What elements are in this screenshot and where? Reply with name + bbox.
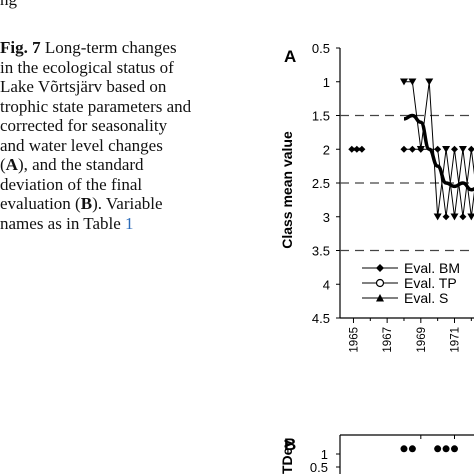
caption-text: deviation of the final xyxy=(0,174,143,194)
y-tick-label: 3.5 xyxy=(312,244,330,259)
x-tick-label: 1969 xyxy=(416,327,428,353)
figure-caption: Fig. 7 Long-term changes in the ecologica… xyxy=(0,38,222,233)
y-tick-label: 4 xyxy=(323,277,330,292)
caption-line: evaluation (B). Variable xyxy=(0,194,222,214)
eval-bm-point xyxy=(400,145,408,153)
y-tick-label: 0.5 xyxy=(312,41,330,56)
caption-line: Fig. 7 Long-term changes xyxy=(0,38,222,58)
eval-bm-point xyxy=(358,145,366,153)
caption-line: trophic state parameters and xyxy=(0,97,222,117)
panel-b-y-tick-label: 0.5 xyxy=(310,460,328,474)
sd-point xyxy=(400,445,408,453)
y-tick-label: 2 xyxy=(323,142,330,157)
caption-line: (A), and the standard xyxy=(0,155,222,175)
table-link[interactable]: 1 xyxy=(125,213,134,233)
eval-s-point xyxy=(416,146,425,153)
legend-entry-label: Eval. S xyxy=(404,290,448,306)
y-tick-label: 3 xyxy=(323,210,330,225)
caption-text: Long-term changes xyxy=(40,38,177,57)
eval-bm-point xyxy=(450,145,458,153)
y-tick-label: 2.5 xyxy=(312,176,330,191)
caption-text: Lake Võrtsjärv based on xyxy=(0,77,167,96)
previous-text-fragment: ng xyxy=(0,0,60,10)
eval-s-point xyxy=(458,146,467,153)
sd-point xyxy=(450,445,458,453)
eval-bm-point xyxy=(459,213,467,221)
caption-text: ). Variable xyxy=(92,194,163,213)
panel-b-y-axis-label: TDev xyxy=(279,440,295,474)
panel-a-chart: A Class mean value 0.5 1 1.5 2 2.5 3 3.5 4 4.5 1… xyxy=(279,41,474,353)
eval-bm-point xyxy=(348,145,356,153)
y-tick-label: 4.5 xyxy=(312,311,330,326)
legend-circle-marker xyxy=(375,278,385,288)
caption-line: Lake Võrtsjärv based on xyxy=(0,77,222,97)
legend-entry-label: Eval. TP xyxy=(404,275,457,291)
panel-a-label: A xyxy=(284,47,296,66)
eval-s-point xyxy=(433,213,442,221)
caption-bold: B xyxy=(80,194,93,213)
caption-line: deviation of the final xyxy=(0,175,222,195)
y-tick-label: 1.5 xyxy=(312,109,330,124)
eval-s-point xyxy=(425,78,434,86)
caption-text: ( xyxy=(0,155,6,174)
x-tick-label: 1965 xyxy=(348,327,360,353)
caption-text: evaluation ( xyxy=(0,194,81,213)
final-evaluation-line xyxy=(403,113,474,192)
x-tick-label: 1971 xyxy=(449,327,461,353)
eval-s-point xyxy=(467,213,474,221)
eval-s-point xyxy=(450,213,459,221)
caption-line: in the ecological status of xyxy=(0,58,222,78)
eval-bm-point xyxy=(442,213,450,221)
caption-line: names as in Table 1 xyxy=(0,214,222,234)
caption-text: in the ecological status of xyxy=(0,57,174,77)
eval-bm-point xyxy=(467,145,474,153)
caption-text: corrected for seasonality xyxy=(0,116,168,135)
sd-point xyxy=(434,445,442,453)
eval-bm-point xyxy=(353,145,361,153)
caption-bold: Fig. 7 xyxy=(0,38,41,57)
legend-entry-label: Eval. BM xyxy=(404,260,460,276)
caption-text: names as in Table xyxy=(0,213,126,233)
sd-point xyxy=(442,445,450,453)
sd-point xyxy=(408,445,416,453)
eval-s-point xyxy=(399,78,408,86)
eval-bm-point xyxy=(434,145,442,153)
panel-b-label: B xyxy=(284,435,296,454)
eval-s-point xyxy=(442,146,451,153)
eval-bm-point xyxy=(408,145,416,153)
legend-triangle-marker xyxy=(376,294,384,302)
panel-b-chart: B TDev 10.5 xyxy=(279,434,474,474)
caption-line: and water level changes xyxy=(0,136,222,156)
caption-text: trophic state parameters and xyxy=(0,96,192,116)
caption-bold: A xyxy=(5,155,18,174)
caption-text: ), and the standard xyxy=(17,155,144,174)
caption-text: and water level changes xyxy=(0,135,163,155)
legend-diamond-marker xyxy=(376,264,384,272)
panel-b-y-tick-label: 1 xyxy=(321,447,328,462)
y-tick-label: 1 xyxy=(323,75,330,90)
x-tick-label: 1967 xyxy=(382,327,394,353)
eval-s-point xyxy=(408,78,417,86)
caption-line: corrected for seasonality xyxy=(0,116,222,136)
y-axis-label: Class mean value xyxy=(279,131,295,249)
